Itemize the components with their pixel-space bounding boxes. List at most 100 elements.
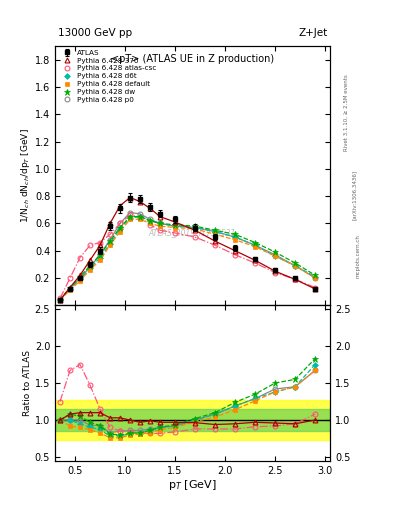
Pythia 6.428 dw (273, 249, 277, 255)
Pythia 6.428 370 (273, 268, 277, 274)
Pythia 6.428 370 (158, 214, 162, 220)
Y-axis label: Ratio to ATLAS: Ratio to ATLAS (23, 350, 32, 416)
Pythia 6.428 default (128, 216, 132, 222)
Pythia 6.428 default (88, 267, 92, 273)
Pythia 6.428 d6t (78, 276, 83, 283)
X-axis label: p$_{T}$ [GeV]: p$_{T}$ [GeV] (168, 478, 217, 493)
Text: ATLAS_2019_I1736531: ATLAS_2019_I1736531 (149, 228, 236, 237)
Pythia 6.428 d6t (158, 220, 162, 226)
Pythia 6.428 default (253, 244, 257, 250)
Pythia 6.428 p0 (253, 242, 257, 248)
Pythia 6.428 d6t (58, 297, 62, 303)
Pythia 6.428 dw (68, 285, 72, 291)
Pythia 6.428 370 (233, 248, 237, 254)
Bar (55, 400, 330, 440)
Pythia 6.428 default (78, 278, 83, 284)
Pythia 6.428 p0 (98, 252, 103, 258)
Pythia 6.428 atlas-csc (193, 234, 197, 240)
Pythia 6.428 atlas-csc (108, 231, 112, 238)
Pythia 6.428 dw (118, 224, 122, 230)
Pythia 6.428 default (158, 223, 162, 229)
Pythia 6.428 p0 (313, 275, 318, 281)
Pythia 6.428 370 (253, 257, 257, 263)
Pythia 6.428 p0 (108, 237, 112, 243)
Pythia 6.428 atlas-csc (158, 227, 162, 233)
Pythia 6.428 d6t (293, 263, 298, 269)
Text: mcplots.cern.ch: mcplots.cern.ch (356, 234, 361, 278)
Pythia 6.428 atlas-csc (173, 230, 177, 236)
Line: Pythia 6.428 default: Pythia 6.428 default (58, 217, 317, 302)
Pythia 6.428 d6t (98, 254, 103, 261)
Pythia 6.428 atlas-csc (293, 276, 298, 283)
Pythia 6.428 d6t (273, 253, 277, 259)
Pythia 6.428 370 (58, 297, 62, 303)
Pythia 6.428 atlas-csc (68, 275, 72, 281)
Pythia 6.428 dw (128, 214, 132, 220)
Legend: ATLAS, Pythia 6.428 370, Pythia 6.428 atlas-csc, Pythia 6.428 d6t, Pythia 6.428 : ATLAS, Pythia 6.428 370, Pythia 6.428 at… (57, 48, 158, 104)
Text: 13000 GeV pp: 13000 GeV pp (58, 28, 132, 38)
Pythia 6.428 default (138, 216, 142, 222)
Pythia 6.428 dw (158, 220, 162, 226)
Pythia 6.428 atlas-csc (273, 269, 277, 275)
Pythia 6.428 dw (108, 238, 112, 244)
Pythia 6.428 p0 (148, 216, 152, 222)
Pythia 6.428 dw (233, 231, 237, 238)
Pythia 6.428 atlas-csc (233, 252, 237, 258)
Y-axis label: 1/N$_{ch}$ dN$_{ch}$/dp$_{T}$ [GeV]: 1/N$_{ch}$ dN$_{ch}$/dp$_{T}$ [GeV] (19, 129, 32, 223)
Pythia 6.428 p0 (273, 252, 277, 258)
Text: <pT> (ATLAS UE in Z production): <pT> (ATLAS UE in Z production) (111, 54, 274, 64)
Pythia 6.428 d6t (138, 214, 142, 220)
Line: Pythia 6.428 370: Pythia 6.428 370 (58, 195, 318, 302)
Pythia 6.428 d6t (128, 215, 132, 221)
Pythia 6.428 dw (88, 263, 92, 269)
Pythia 6.428 default (273, 253, 277, 259)
Pythia 6.428 atlas-csc (213, 242, 217, 248)
Pythia 6.428 default (68, 287, 72, 293)
Pythia 6.428 default (58, 297, 62, 303)
Pythia 6.428 370 (128, 195, 132, 201)
Line: Pythia 6.428 d6t: Pythia 6.428 d6t (58, 215, 317, 302)
Pythia 6.428 d6t (233, 234, 237, 240)
Pythia 6.428 atlas-csc (313, 285, 318, 291)
Pythia 6.428 d6t (88, 265, 92, 271)
Pythia 6.428 dw (253, 240, 257, 246)
Pythia 6.428 370 (293, 276, 298, 283)
Pythia 6.428 default (118, 228, 122, 234)
Text: Z+Jet: Z+Jet (298, 28, 327, 38)
Pythia 6.428 d6t (68, 286, 72, 292)
Pythia 6.428 370 (148, 205, 152, 211)
Pythia 6.428 default (213, 231, 217, 238)
Pythia 6.428 d6t (193, 224, 197, 230)
Pythia 6.428 dw (58, 297, 62, 303)
Pythia 6.428 default (98, 257, 103, 263)
Pythia 6.428 atlas-csc (128, 212, 132, 218)
Pythia 6.428 d6t (253, 242, 257, 248)
Pythia 6.428 d6t (108, 241, 112, 247)
Pythia 6.428 dw (78, 273, 83, 280)
Pythia 6.428 370 (213, 238, 217, 244)
Pythia 6.428 atlas-csc (88, 242, 92, 248)
Pythia 6.428 dw (313, 272, 318, 279)
Pythia 6.428 dw (213, 227, 217, 233)
Pythia 6.428 dw (293, 260, 298, 266)
Pythia 6.428 atlas-csc (148, 222, 152, 228)
Pythia 6.428 dw (193, 223, 197, 229)
Pythia 6.428 370 (193, 227, 197, 233)
Pythia 6.428 p0 (173, 223, 177, 229)
Pythia 6.428 p0 (293, 263, 298, 269)
Pythia 6.428 default (193, 226, 197, 232)
Pythia 6.428 p0 (158, 220, 162, 226)
Pythia 6.428 atlas-csc (253, 260, 257, 266)
Pythia 6.428 default (293, 263, 298, 269)
Pythia 6.428 370 (138, 199, 142, 205)
Pythia 6.428 atlas-csc (118, 220, 122, 226)
Pythia 6.428 default (173, 224, 177, 230)
Pythia 6.428 370 (313, 286, 318, 292)
Pythia 6.428 370 (108, 220, 112, 226)
Pythia 6.428 atlas-csc (98, 240, 103, 246)
Pythia 6.428 p0 (68, 286, 72, 292)
Pythia 6.428 p0 (138, 211, 142, 217)
Pythia 6.428 dw (138, 214, 142, 220)
Pythia 6.428 d6t (213, 228, 217, 234)
Line: Pythia 6.428 p0: Pythia 6.428 p0 (58, 210, 318, 302)
